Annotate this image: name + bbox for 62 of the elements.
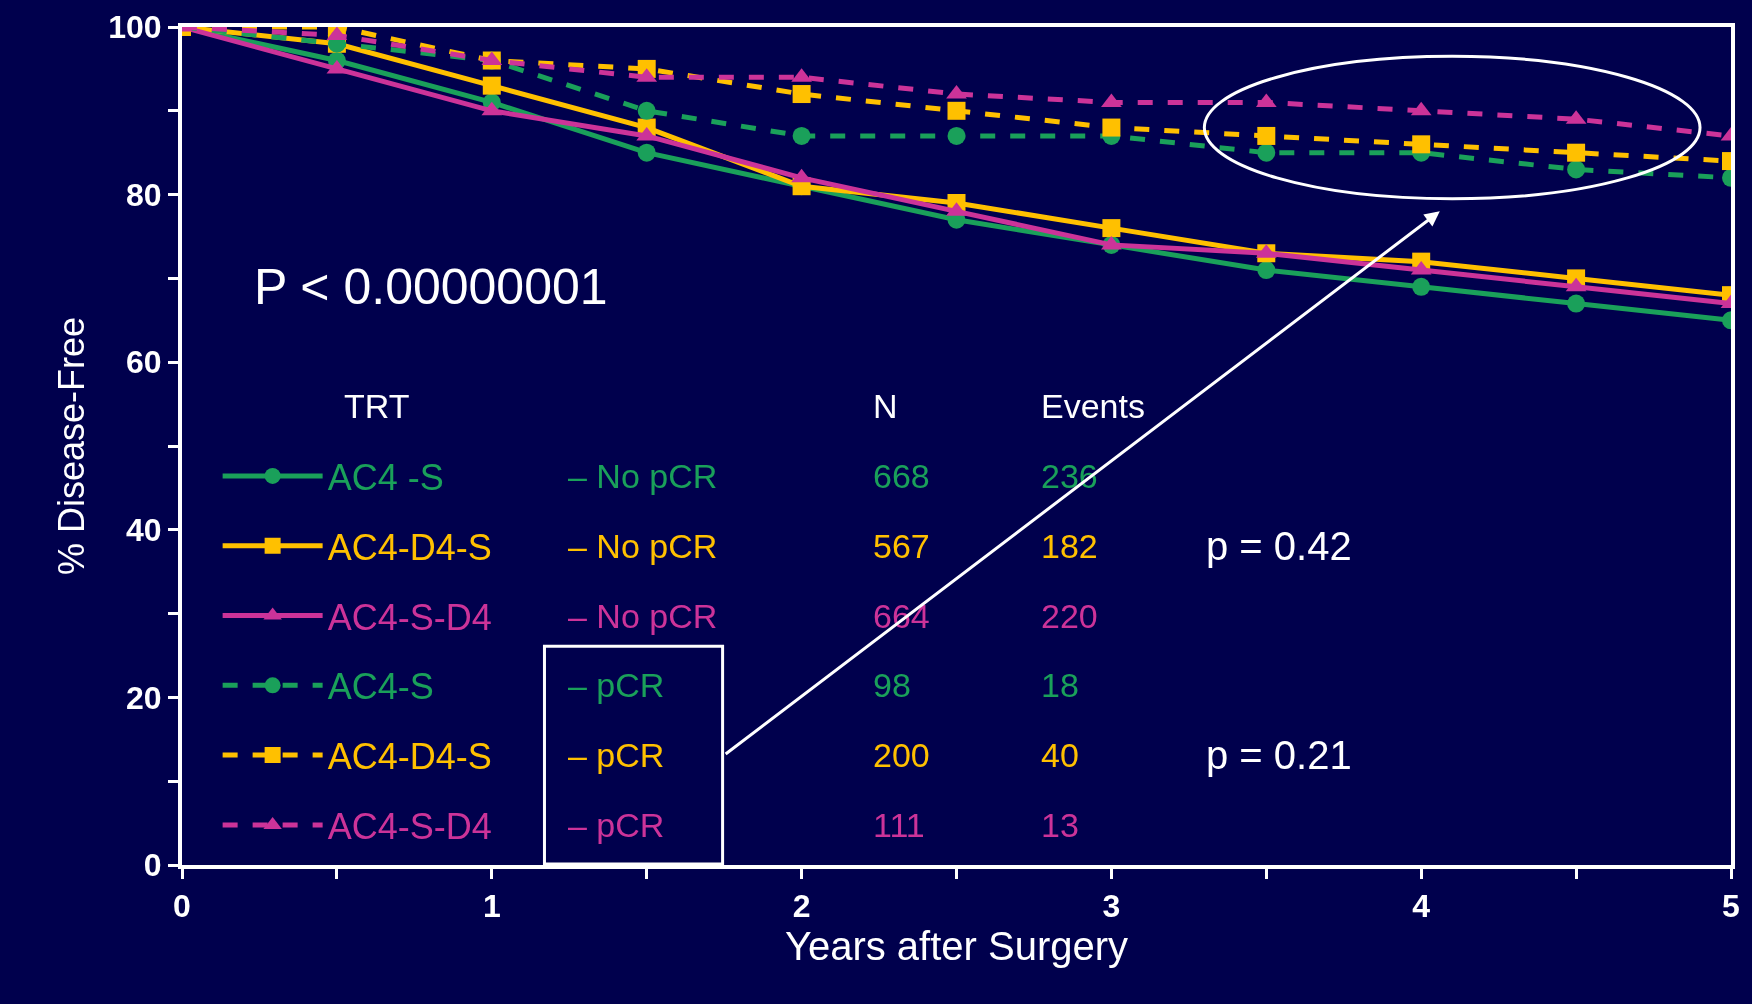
point — [791, 168, 812, 183]
point — [1257, 261, 1276, 280]
y-tick-label: 0 — [143, 847, 162, 884]
point — [482, 76, 501, 95]
x-tick-label: 0 — [173, 888, 191, 925]
y-axis-title: % Disease-Free — [50, 316, 92, 576]
annotation: 200 — [873, 736, 930, 774]
point — [792, 126, 811, 145]
annotation: N — [873, 387, 898, 425]
annotation: – No pCR — [568, 527, 718, 565]
annotation: 668 — [873, 457, 930, 495]
annotation: – pCR — [568, 806, 665, 844]
x-tick-label: 5 — [1722, 888, 1740, 925]
annotation: P < 0.00000001 — [254, 259, 608, 315]
annotation: – pCR — [568, 736, 665, 774]
annotation: – No pCR — [568, 457, 718, 495]
legend-label: AC4-D4-S — [327, 736, 492, 778]
point — [637, 143, 656, 162]
y-tick-label: 80 — [126, 176, 162, 213]
point — [637, 101, 656, 120]
y-tick-label: 100 — [108, 9, 162, 46]
annotation: 13 — [1041, 806, 1079, 844]
legend-label: AC4-S-D4 — [327, 596, 492, 638]
annotation: – No pCR — [568, 597, 718, 635]
annotation: 236 — [1041, 457, 1098, 495]
annotation: 220 — [1041, 597, 1098, 635]
annotation: p = 0.42 — [1206, 524, 1352, 568]
x-tick-label: 3 — [1102, 888, 1121, 925]
point — [1102, 118, 1121, 137]
point — [1567, 160, 1586, 179]
point — [947, 101, 966, 120]
legend-label: AC4-S — [327, 666, 434, 708]
legend-label: AC4-D4-S — [327, 526, 492, 568]
point — [1567, 294, 1586, 313]
y-tick-label: 40 — [126, 512, 162, 548]
point — [1101, 235, 1122, 250]
x-tick-label: 4 — [1412, 888, 1431, 925]
annotation: TRT — [344, 387, 410, 425]
annotation: 98 — [873, 666, 911, 704]
point — [1102, 219, 1121, 238]
point — [1412, 135, 1431, 154]
point — [1567, 143, 1586, 162]
legend-label: AC4-S-D4 — [327, 805, 492, 847]
legend-label: AC4 -S — [327, 456, 444, 498]
point — [1412, 277, 1431, 296]
x-tick-label: 2 — [792, 888, 811, 925]
annotation: – pCR — [568, 666, 665, 704]
annotation: 182 — [1041, 527, 1098, 565]
point — [1257, 126, 1276, 145]
annotation: p = 0.21 — [1206, 733, 1352, 777]
annotation: Events — [1041, 387, 1145, 425]
x-axis-title: Years after Surgery — [784, 924, 1129, 969]
point — [792, 85, 811, 104]
annotation: 18 — [1041, 666, 1079, 704]
y-tick-label: 60 — [126, 344, 162, 381]
y-tick-label: 20 — [126, 679, 162, 716]
annotation: 111 — [873, 806, 925, 844]
annotation: 40 — [1041, 736, 1079, 774]
annotation: 567 — [873, 527, 930, 565]
point — [1257, 143, 1276, 162]
point — [947, 126, 966, 145]
x-tick-label: 1 — [482, 888, 501, 925]
